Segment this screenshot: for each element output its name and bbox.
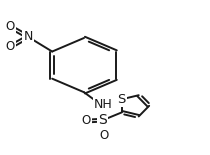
Text: O: O <box>99 129 109 142</box>
Text: O: O <box>5 40 15 53</box>
Text: O: O <box>81 114 91 127</box>
Text: S: S <box>118 93 126 106</box>
Text: NH: NH <box>93 98 112 111</box>
Text: S: S <box>98 113 107 127</box>
Text: O: O <box>5 20 15 33</box>
Text: N: N <box>23 30 33 43</box>
